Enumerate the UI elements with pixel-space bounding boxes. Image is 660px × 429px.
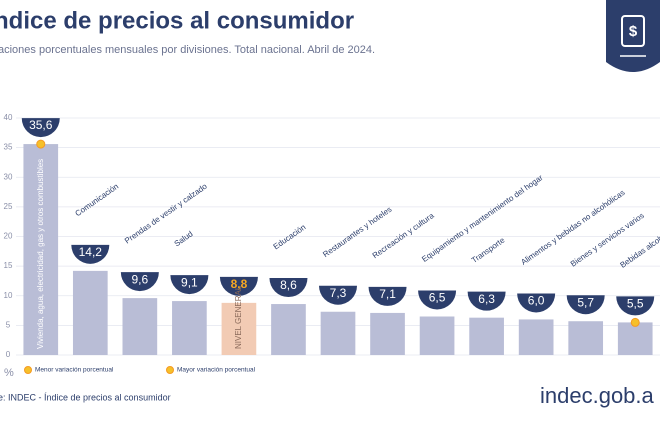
y-tick-label: 40 [4, 113, 13, 122]
legend-marker [166, 366, 174, 374]
value-label: 8,8 [231, 277, 248, 291]
value-label: 5,5 [627, 297, 644, 311]
chart-title: ndice de precios al consumidor [0, 7, 354, 34]
value-bubble [368, 286, 407, 306]
value-bubble [120, 272, 159, 292]
y-tick-label: 20 [4, 232, 13, 241]
y-tick-label: 35 [4, 143, 13, 152]
bar [271, 304, 306, 355]
y-tick-label: 10 [4, 291, 13, 300]
bar [419, 316, 455, 355]
legend-label: Mayor variación porcentual [177, 367, 256, 374]
value-bubble [517, 293, 556, 313]
svg-text:$: $ [629, 23, 638, 40]
y-axis-label: % [4, 367, 14, 379]
x-tick-label: Prendas de vestir y calzado [123, 181, 209, 245]
value-bubble [21, 118, 60, 138]
bar [568, 321, 604, 355]
source: e: INDEC - Índice de precios al consumid… [0, 392, 171, 402]
value-bubble [71, 244, 110, 264]
value-bubble [467, 291, 506, 311]
chart-subtitle: aciones porcentuales mensuales por divis… [0, 44, 375, 56]
bar [617, 322, 653, 355]
x-tick-label: Transporte [470, 235, 507, 265]
value-label: 8,6 [280, 278, 297, 292]
extreme-marker [630, 317, 640, 327]
legend-marker [24, 366, 32, 374]
x-tick-label: Salud [173, 229, 195, 248]
value-bubble [219, 276, 258, 296]
value-label: 9,6 [132, 272, 149, 286]
x-tick-label: NIVEL GENERAL [234, 285, 243, 349]
y-tick-label: 30 [4, 172, 13, 181]
value-label: 5,7 [577, 295, 594, 309]
bar [518, 319, 554, 355]
bar [23, 144, 59, 355]
value-label: 14,2 [79, 245, 103, 259]
y-tick-label: 0 [6, 350, 11, 359]
value-bubble [566, 295, 605, 315]
value-bubble [269, 278, 308, 298]
bar [221, 302, 257, 355]
x-tick-label: Educación [272, 223, 308, 252]
x-tick-label: Comunicación [74, 182, 121, 218]
value-label: 9,1 [181, 275, 198, 289]
y-tick-label: 25 [4, 202, 13, 211]
bar [122, 298, 158, 355]
bar [72, 270, 108, 355]
value-label: 7,1 [379, 287, 396, 301]
y-tick-label: 15 [4, 261, 13, 270]
y-tick-label: 5 [6, 320, 11, 329]
value-label: 7,3 [330, 286, 347, 300]
value-bubble [319, 285, 357, 305]
value-bubble [170, 275, 209, 295]
value-bubble [418, 290, 457, 310]
logo: $ [606, 0, 660, 72]
bar [370, 312, 405, 355]
value-label: 6,3 [478, 292, 495, 306]
bar [172, 301, 207, 355]
value-label: 6,5 [429, 291, 446, 305]
value-label: 6,0 [528, 294, 545, 308]
x-tick-label: Alimentos y bebidas no alcohólicas [519, 188, 626, 267]
legend-label: Menor variación porcentual [35, 367, 114, 374]
value-bubble [616, 296, 655, 316]
bar [320, 311, 356, 355]
bar [469, 317, 504, 355]
value-label: 35,6 [29, 118, 53, 132]
extreme-marker [36, 139, 46, 149]
brand: indec.gob.a [540, 383, 655, 408]
x-tick-label: Vivienda, agua, electricidad, gas y otro… [36, 159, 45, 349]
